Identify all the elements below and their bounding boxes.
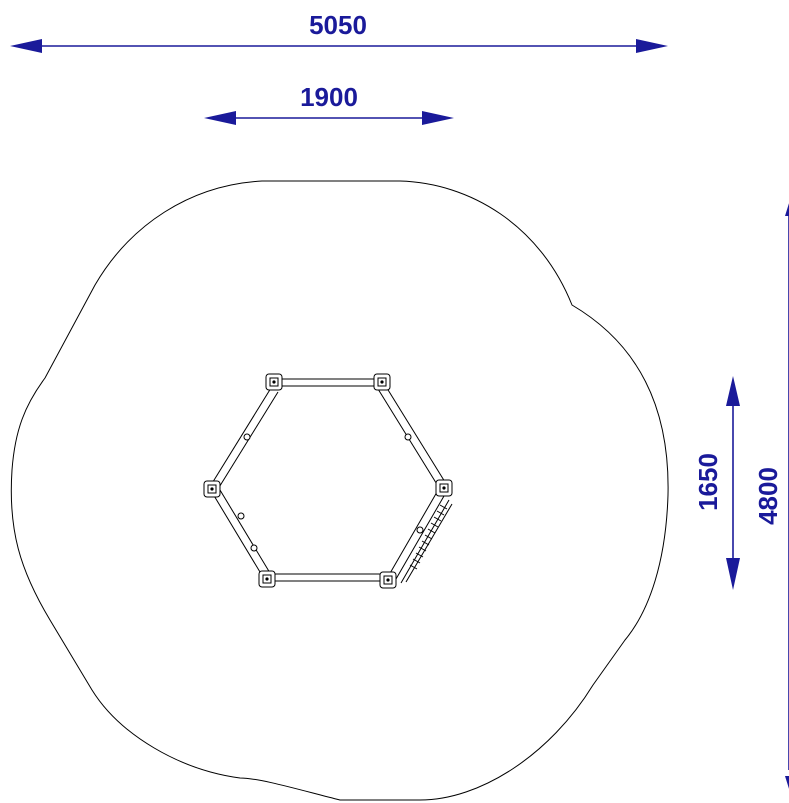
arrowhead-down xyxy=(785,776,789,789)
post-top-left xyxy=(265,373,283,391)
beam-bottom xyxy=(274,573,384,582)
beam-upper-right xyxy=(377,384,446,487)
arrowhead-up xyxy=(726,376,740,406)
post-top-right xyxy=(373,373,391,391)
arrowhead-up xyxy=(785,203,789,216)
arrowhead-down xyxy=(726,558,740,590)
arrowhead-left xyxy=(10,39,42,53)
arrowhead-right xyxy=(422,111,454,125)
post-right xyxy=(435,479,453,497)
beam-fittings xyxy=(237,433,424,552)
arrowhead-right xyxy=(636,39,668,53)
equipment-panel xyxy=(409,504,448,570)
beam-lower-right xyxy=(388,491,453,584)
beam-lower-left xyxy=(212,489,271,578)
dimension-frame-width: 1900 xyxy=(204,82,454,125)
beam-top xyxy=(280,378,380,387)
safety-zone-outline xyxy=(10,180,669,801)
post-bottom-left xyxy=(258,570,276,588)
overall-depth-label: 4800 xyxy=(753,467,783,525)
frame-width-label: 1900 xyxy=(300,82,358,112)
dimension-overall-width: 5050 xyxy=(10,10,668,53)
beam-upper-left xyxy=(210,387,279,490)
dimension-overall-depth: 4800 xyxy=(753,203,789,789)
dimension-frame-depth: 1650 xyxy=(693,376,740,590)
frame-depth-label: 1650 xyxy=(693,453,723,511)
arrowhead-left xyxy=(204,111,236,125)
hexagon-frame xyxy=(203,373,453,589)
overall-width-label: 5050 xyxy=(309,10,367,40)
post-left xyxy=(203,480,221,498)
post-bottom-right xyxy=(379,571,397,589)
